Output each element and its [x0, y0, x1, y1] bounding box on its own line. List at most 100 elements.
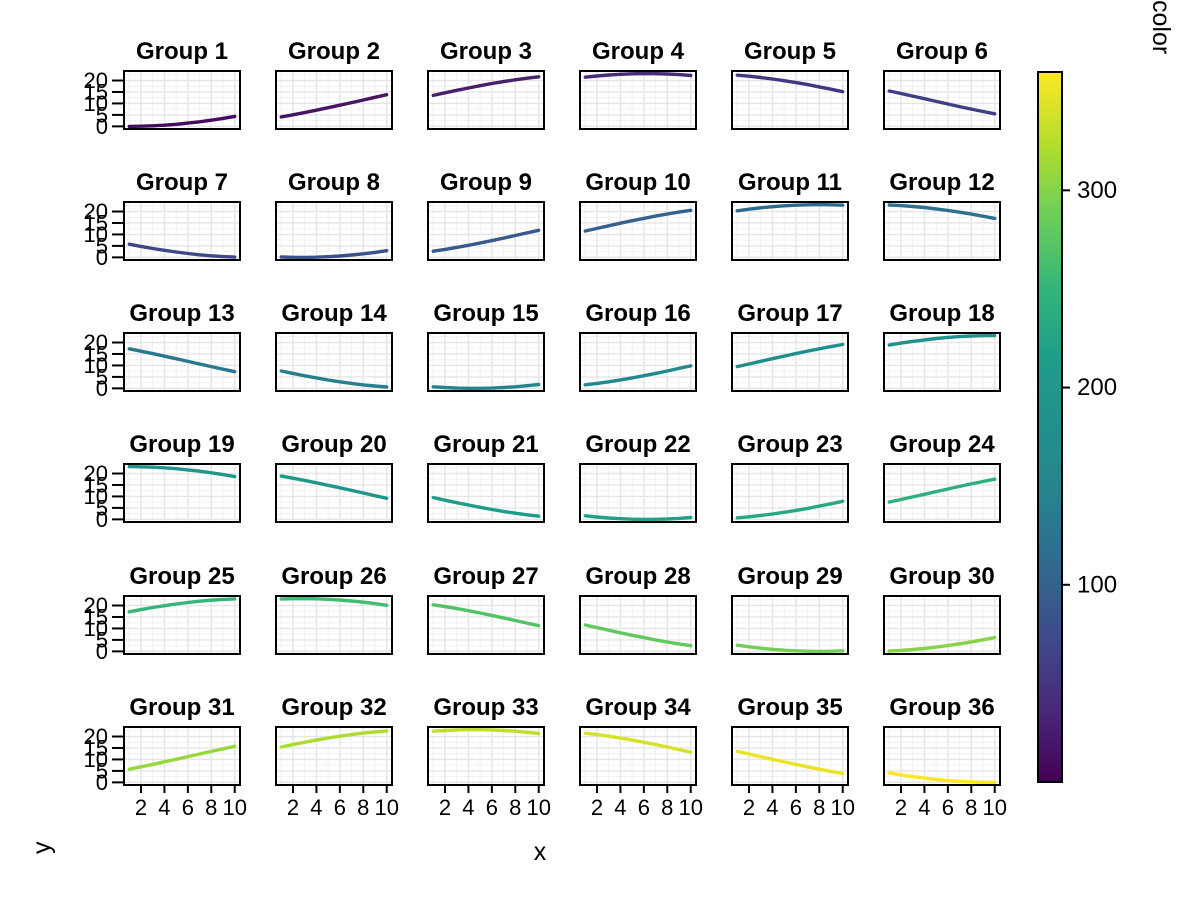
- y-axis-label: y: [28, 841, 56, 855]
- data-line: [431, 382, 541, 390]
- panel-border: [883, 201, 1001, 261]
- x-tick-label: 6: [486, 795, 498, 820]
- y-tick-label: 5: [96, 364, 108, 389]
- data-line: [431, 495, 541, 518]
- y-tick-label: 15: [84, 472, 108, 497]
- colorbar-tick-label: 300: [1077, 177, 1117, 204]
- facet-panel: Group 3: [427, 38, 545, 130]
- x-tick-label: 10: [830, 795, 854, 820]
- facet-panel: Group 26: [275, 563, 393, 655]
- panel-border: [579, 595, 697, 655]
- y-tick-label: 15: [84, 604, 108, 629]
- y-tick-label: 0: [96, 114, 108, 139]
- panel-border: [427, 595, 545, 655]
- y-tick-label: 0: [96, 639, 108, 664]
- data-line: [583, 731, 693, 754]
- facet-panel: Group 28: [579, 563, 697, 655]
- x-tick-label: 4: [310, 795, 322, 820]
- panel-border: [731, 595, 849, 655]
- y-tick-label: 10: [84, 222, 108, 247]
- y-tick-label: 0: [96, 770, 108, 795]
- facet-panel: Group 11: [731, 169, 849, 261]
- x-tick-label: 4: [462, 795, 474, 820]
- data-line: [431, 728, 541, 736]
- y-tick-label: 20: [84, 593, 108, 618]
- panel-border: [427, 463, 545, 523]
- y-tick-label: 5: [96, 758, 108, 783]
- data-line: [887, 333, 997, 347]
- facet-title: Group 12: [889, 169, 994, 196]
- facet-panel: Group 33 2 4 6 8 10: [427, 694, 551, 820]
- data-line: [887, 89, 997, 116]
- y-tick-label: 10: [84, 353, 108, 378]
- data-line: [887, 771, 997, 785]
- facet-title: Group 20: [281, 431, 386, 458]
- facet-title: Group 5: [744, 38, 836, 65]
- x-axis-label: x: [533, 838, 547, 866]
- data-line: [735, 342, 845, 369]
- facet-panel: Group 21: [427, 431, 545, 523]
- facet-panel: Group 34 2 4 6 8 10: [579, 694, 703, 820]
- facet-title: Group 26: [281, 563, 386, 590]
- y-tick-label: 0: [96, 376, 108, 401]
- panel-border: [275, 332, 393, 392]
- panel-border: [275, 726, 393, 786]
- panel-border: [883, 463, 1001, 523]
- facet-panel: Group 4: [579, 38, 697, 130]
- y-tick-label: 15: [84, 341, 108, 366]
- x-tick-label: 8: [205, 795, 217, 820]
- y-tick-label: 10: [84, 91, 108, 116]
- x-tick-label: 4: [158, 795, 170, 820]
- x-tick-label: 10: [678, 795, 702, 820]
- x-tick-label: 6: [790, 795, 802, 820]
- panel-border: [427, 201, 545, 261]
- facet-title: Group 32: [281, 694, 386, 721]
- x-tick-label: 8: [661, 795, 673, 820]
- y-tick-label: 5: [96, 627, 108, 652]
- facet-title: Group 28: [585, 563, 690, 590]
- facet-title: Group 17: [737, 300, 842, 327]
- panel-border: [883, 70, 1001, 130]
- x-tick-label: 2: [743, 795, 755, 820]
- facet-title: Group 14: [281, 300, 387, 327]
- x-tick-label: 2: [135, 795, 147, 820]
- panel-border: [883, 595, 1001, 655]
- x-tick-label: 2: [287, 795, 299, 820]
- y-tick-label: 20: [84, 330, 108, 355]
- facet-title: Group 35: [737, 694, 842, 721]
- panel-border: [579, 201, 697, 261]
- data-line: [127, 347, 237, 374]
- y-tick-label: 0: [96, 507, 108, 532]
- facet-panel: Group 20: [275, 431, 393, 523]
- x-tick-label: 2: [591, 795, 603, 820]
- facet-title: Group 33: [433, 694, 538, 721]
- panel-border: [427, 332, 545, 392]
- facet-panel: Group 22: [579, 431, 697, 523]
- panel-border: [427, 70, 545, 130]
- x-tick-label: 10: [982, 795, 1006, 820]
- facet-title: Group 21: [433, 431, 538, 458]
- facet-title: Group 18: [889, 300, 994, 327]
- y-tick-label: 0: [96, 245, 108, 270]
- data-line: [279, 92, 389, 119]
- x-tick-label: 6: [638, 795, 650, 820]
- facet-title: Group 6: [896, 38, 988, 65]
- x-tick-label: 6: [182, 795, 194, 820]
- panel-border: [883, 332, 1001, 392]
- x-tick-label: 10: [374, 795, 398, 820]
- y-tick-label: 10: [84, 484, 108, 509]
- facet-panel: Group 6: [883, 38, 1001, 130]
- facet-title: Group 2: [288, 38, 380, 65]
- y-tick-label: 20: [84, 461, 108, 486]
- facet-panel: Group 9: [427, 169, 545, 261]
- data-line: [583, 71, 693, 79]
- facet-panel: Group 17: [731, 300, 849, 392]
- facet-panel: Group 32 2 4 6 8 10: [275, 694, 399, 820]
- data-line: [735, 202, 845, 213]
- facet-panel: Group 18: [883, 300, 1001, 392]
- data-line: [127, 464, 237, 479]
